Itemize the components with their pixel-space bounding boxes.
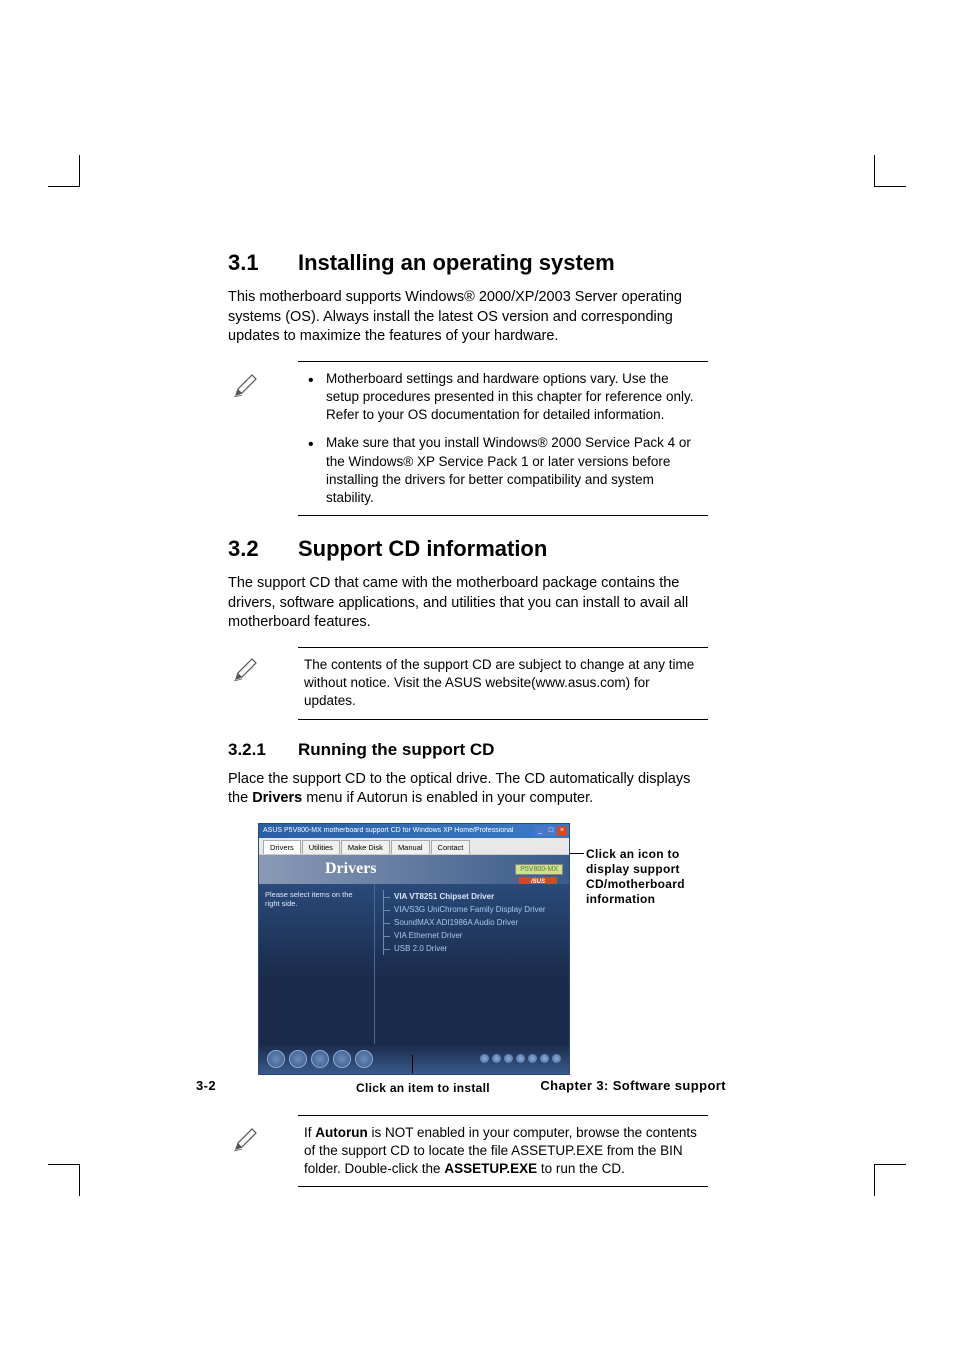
maximize-button[interactable]: □: [546, 826, 556, 836]
footer-dot[interactable]: [492, 1054, 501, 1063]
section-number: 3.1: [228, 250, 298, 276]
text: menu if Autorun is enabled in your compu…: [302, 790, 593, 806]
footer-dot[interactable]: [540, 1054, 549, 1063]
footer-icons: [267, 1050, 373, 1068]
window-buttons: _ □ ×: [535, 826, 567, 836]
footer-dot[interactable]: [504, 1054, 513, 1063]
note-item: Make sure that you install Windows® 2000…: [304, 434, 702, 507]
page-content: 3.1Installing an operating system This m…: [228, 250, 708, 1207]
subsection-title: Running the support CD: [298, 740, 494, 759]
motherboard-model: P5V800-MX: [515, 864, 563, 875]
driver-item[interactable]: VIA/S3G UniChrome Family Display Driver: [383, 903, 561, 916]
footer-icon[interactable]: [267, 1050, 285, 1068]
bold-text: Drivers: [252, 790, 302, 806]
pencil-note-icon: [232, 1125, 260, 1153]
driver-item[interactable]: VIA Ethernet Driver: [383, 929, 561, 942]
footer-icon[interactable]: [333, 1050, 351, 1068]
footer-dots: [480, 1054, 561, 1063]
tab-contact[interactable]: Contact: [431, 840, 471, 854]
app-footer: [259, 1044, 569, 1074]
body-3-2: The support CD that came with the mother…: [228, 574, 708, 633]
note-item: Motherboard settings and hardware option…: [304, 370, 702, 425]
footer-dot[interactable]: [516, 1054, 525, 1063]
callout-right: Click an icon to display support CD/moth…: [586, 847, 716, 907]
app-window: ASUS P5V800-MX motherboard support CD fo…: [258, 823, 570, 1075]
pencil-note-icon: [232, 655, 260, 683]
bold-text: Autorun: [315, 1125, 367, 1140]
tab-drivers[interactable]: Drivers: [263, 840, 301, 854]
tab-manual[interactable]: Manual: [391, 840, 430, 854]
heading-3-2-1: 3.2.1Running the support CD: [228, 740, 708, 760]
tab-make-disk[interactable]: Make Disk: [341, 840, 390, 854]
section-title: Installing an operating system: [298, 250, 615, 275]
driver-item[interactable]: USB 2.0 Driver: [383, 942, 561, 955]
app-titlebar: ASUS P5V800-MX motherboard support CD fo…: [259, 824, 569, 838]
footer-icon[interactable]: [289, 1050, 307, 1068]
subsection-number: 3.2.1: [228, 740, 298, 760]
footer-dot[interactable]: [552, 1054, 561, 1063]
callout-line: [412, 1055, 413, 1073]
banner-title: Drivers: [325, 860, 377, 878]
callout-line: [570, 853, 584, 854]
footer-icon[interactable]: [355, 1050, 373, 1068]
pencil-note-icon: [232, 371, 260, 399]
body-3-1: This motherboard supports Windows® 2000/…: [228, 288, 708, 347]
app-banner: /SUS V1.0 Drivers P5V800-MX: [259, 854, 569, 884]
text: If: [304, 1125, 315, 1140]
heading-3-1: 3.1Installing an operating system: [228, 250, 708, 276]
bold-text: ASSETUP.EXE: [444, 1161, 537, 1176]
note-box-3-1: Motherboard settings and hardware option…: [298, 361, 708, 517]
crop-mark-tr: [874, 155, 906, 187]
crop-mark-tl: [48, 155, 80, 187]
footer-dot[interactable]: [480, 1054, 489, 1063]
text: to run the CD.: [537, 1161, 625, 1176]
app-sidebar: Please select items on the right side.: [259, 884, 375, 1044]
heading-3-2: 3.2Support CD information: [228, 536, 708, 562]
chapter-label: Chapter 3: Software support: [540, 1078, 726, 1093]
app-body: Please select items on the right side. V…: [259, 884, 569, 1044]
section-number: 3.2: [228, 536, 298, 562]
crop-mark-br: [874, 1164, 906, 1196]
page-number: 3-2: [196, 1078, 216, 1093]
footer-icon[interactable]: [311, 1050, 329, 1068]
crop-mark-bl: [48, 1164, 80, 1196]
driver-list: VIA VT8251 Chipset Driver VIA/S3G UniChr…: [375, 884, 569, 1044]
note-box-3-2: The contents of the support CD are subje…: [298, 647, 708, 720]
section-title: Support CD information: [298, 536, 547, 561]
close-button[interactable]: ×: [557, 826, 567, 836]
footer-dot[interactable]: [528, 1054, 537, 1063]
window-title: ASUS P5V800-MX motherboard support CD fo…: [261, 827, 513, 834]
note-box-3-2-1: If Autorun is NOT enabled in your comput…: [298, 1115, 708, 1188]
body-3-2-1: Place the support CD to the optical driv…: [228, 770, 708, 809]
driver-item[interactable]: SoundMAX ADI1986A Audio Driver: [383, 916, 561, 929]
driver-item[interactable]: VIA VT8251 Chipset Driver: [383, 890, 561, 903]
minimize-button[interactable]: _: [535, 826, 545, 836]
tab-utilities[interactable]: Utilities: [302, 840, 340, 854]
page-footer: 3-2 Chapter 3: Software support: [196, 1078, 726, 1093]
figure-support-cd: ASUS P5V800-MX motherboard support CD fo…: [258, 823, 708, 1095]
app-tabs: Drivers Utilities Make Disk Manual Conta…: [259, 838, 569, 854]
